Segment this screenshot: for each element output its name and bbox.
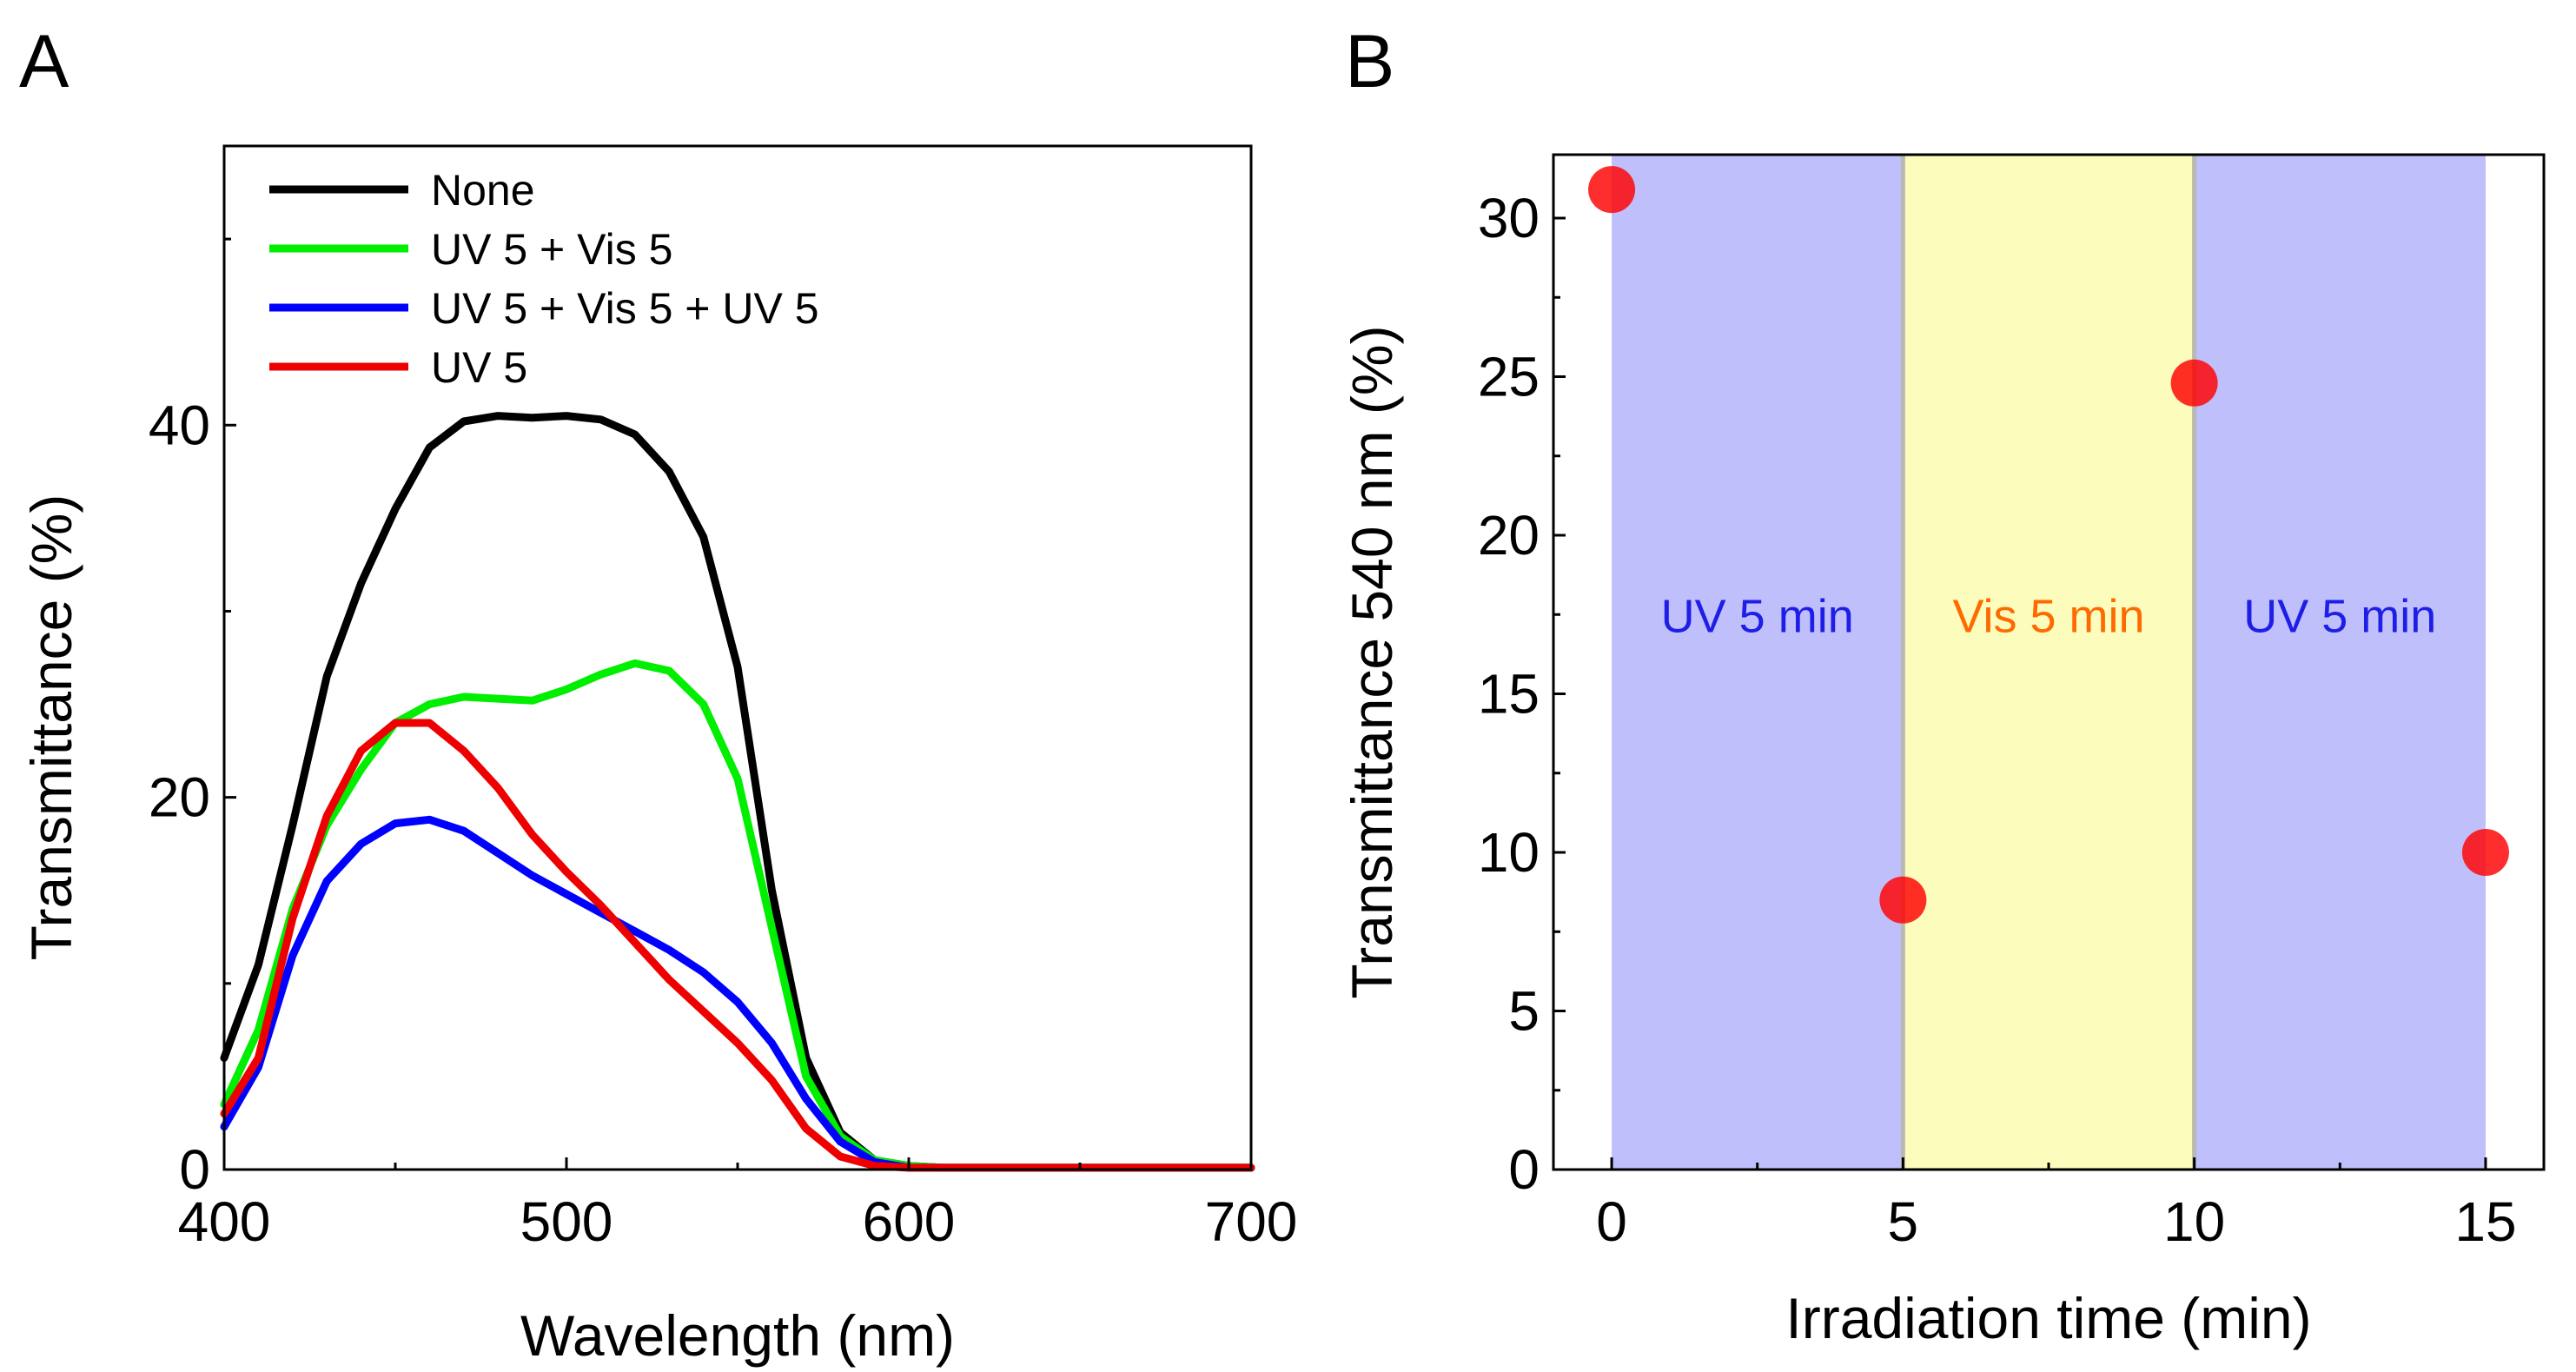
series-line-2 bbox=[220, 815, 1255, 1172]
legend-label: UV 5 + Vis 5 + UV 5 bbox=[431, 284, 819, 333]
region-band-0 bbox=[1612, 155, 1904, 1170]
region-band-1 bbox=[1903, 155, 2195, 1170]
y-tick-label: 30 bbox=[1478, 187, 1540, 249]
x-tick-label: 700 bbox=[1205, 1190, 1298, 1253]
legend: None UV 5 + Vis 5 UV 5 + Vis 5 + UV 5 UV 5 bbox=[269, 166, 819, 392]
panel-a-transmittance-spectra: A 400 500 600 700 0 20 40 Wavelength (nm) Transmi… bbox=[19, 20, 1297, 1368]
x-tick-label: 0 bbox=[1596, 1190, 1627, 1253]
panel-b-transmittance-vs-time: B UV 5 min Vis 5 min UV 5 min 0 5 10 15 0 5 10 15 20… bbox=[1340, 20, 2546, 1350]
y-tick-label: 25 bbox=[1478, 346, 1540, 408]
region-label-1: Vis 5 min bbox=[1952, 590, 2144, 642]
y-axis-label: Transmittance (%) bbox=[19, 494, 83, 961]
x-axis-label: Irradiation time (min) bbox=[1785, 1286, 2311, 1350]
y-tick-label: 15 bbox=[1478, 663, 1540, 726]
y-tick-label: 10 bbox=[1478, 821, 1540, 884]
data-point-2 bbox=[2170, 359, 2218, 407]
legend-label: UV 5 + Vis 5 bbox=[431, 225, 672, 274]
legend-label: UV 5 bbox=[431, 343, 527, 392]
y-axis-label: Transmittance 540 nm (%) bbox=[1340, 325, 1404, 998]
x-tick-label: 10 bbox=[2163, 1190, 2225, 1253]
x-axis-label: Wavelength (nm) bbox=[520, 1303, 955, 1368]
x-tick-label: 400 bbox=[178, 1190, 271, 1253]
panel-letter-b: B bbox=[1345, 20, 1394, 103]
x-tick-label: 500 bbox=[520, 1190, 613, 1253]
x-tick-label: 5 bbox=[1888, 1190, 1919, 1253]
legend-label: None bbox=[431, 166, 535, 215]
region-label-0: UV 5 min bbox=[1661, 590, 1854, 642]
region-label-2: UV 5 min bbox=[2243, 590, 2436, 642]
series-line-3 bbox=[220, 719, 1255, 1172]
x-tick-label: 600 bbox=[863, 1190, 956, 1253]
y-tick-label: 0 bbox=[179, 1138, 210, 1201]
y-tick-label: 0 bbox=[1508, 1138, 1540, 1201]
y-tick-label: 20 bbox=[149, 766, 210, 829]
x-tick-label: 15 bbox=[2454, 1190, 2516, 1253]
panel-letter-a: A bbox=[19, 20, 70, 103]
y-tick-label: 5 bbox=[1508, 980, 1540, 1043]
region-band-2 bbox=[2194, 155, 2486, 1170]
data-point-0 bbox=[1588, 166, 1636, 214]
data-point-3 bbox=[2461, 829, 2509, 876]
data-point-1 bbox=[1879, 876, 1927, 924]
y-tick-label: 20 bbox=[1478, 504, 1540, 567]
y-tick-label: 40 bbox=[149, 394, 210, 456]
